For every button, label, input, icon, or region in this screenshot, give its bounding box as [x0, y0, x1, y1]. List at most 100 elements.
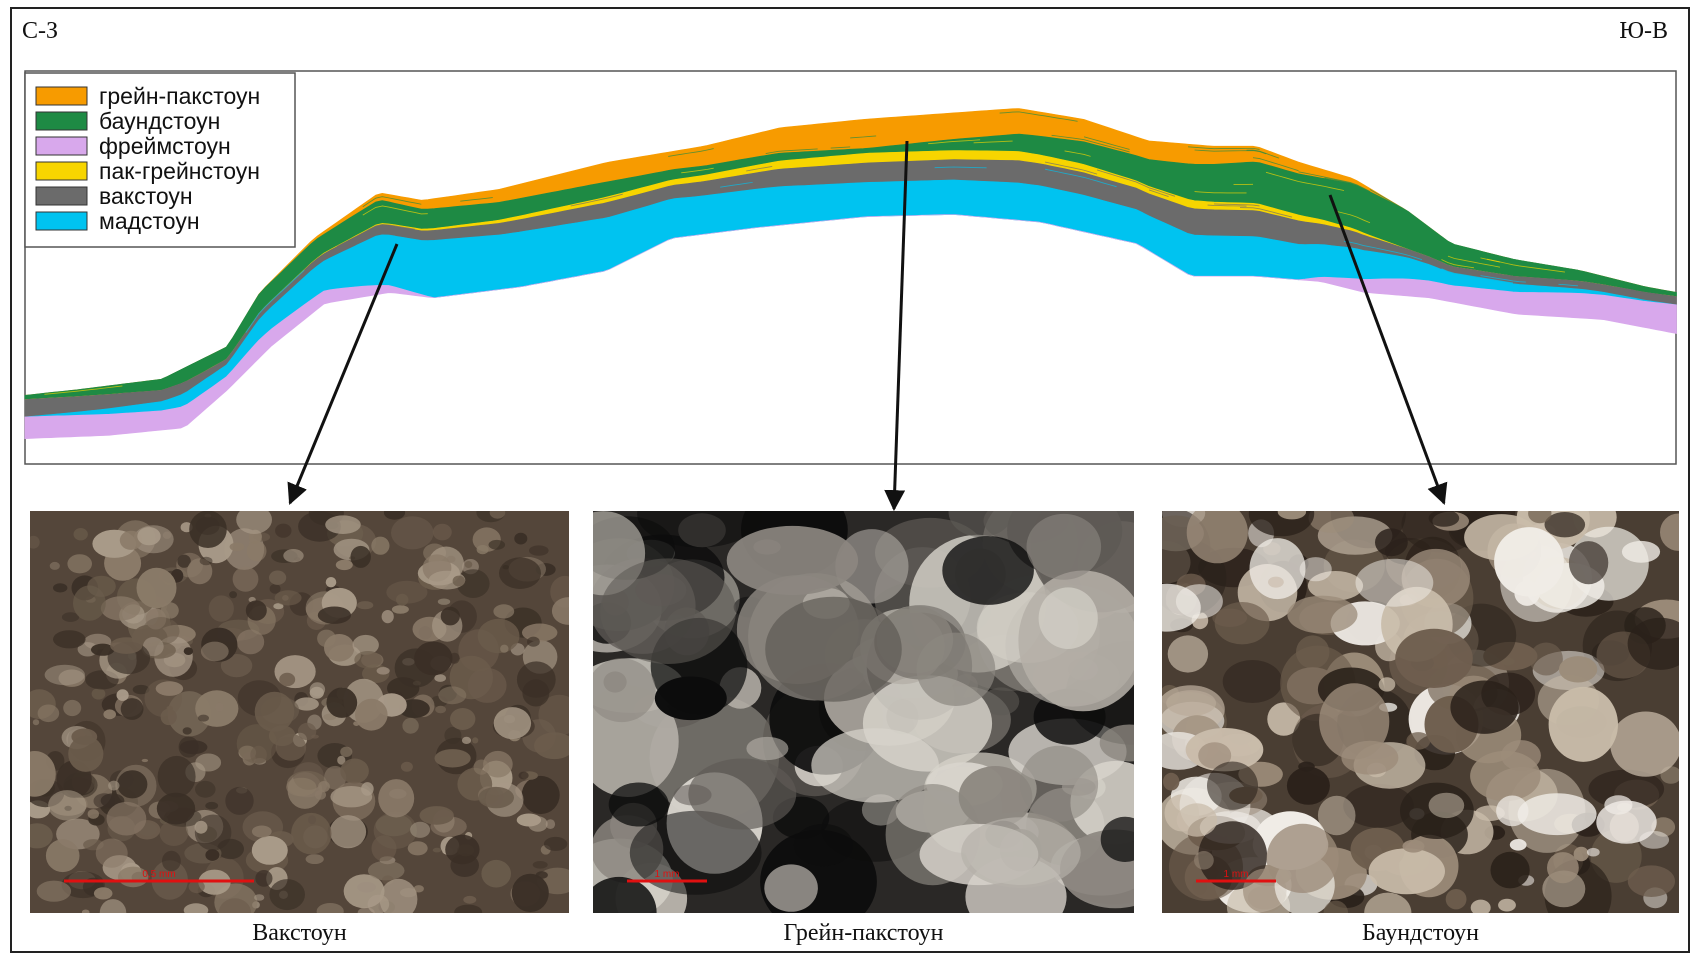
grain [269, 879, 305, 910]
grain [481, 860, 511, 888]
grain [1215, 602, 1270, 644]
grain [351, 546, 371, 568]
grain [37, 881, 71, 902]
grain [1596, 801, 1656, 844]
grain [499, 557, 541, 589]
grain [463, 896, 476, 904]
grain [21, 823, 53, 848]
grain [544, 837, 567, 851]
grain [1403, 840, 1425, 853]
grain [512, 874, 549, 912]
grain [1660, 514, 1697, 551]
grain [100, 899, 127, 927]
scale-label: 1 mm [655, 869, 680, 880]
grain [233, 567, 259, 592]
photos: 0,5 mmВакстоун1 mmГрейн-пакстоун1 mmБаун… [14, 474, 1698, 948]
legend-label: вакстоун [99, 183, 193, 209]
grain [291, 813, 331, 855]
grain [252, 826, 272, 838]
grain [50, 562, 60, 570]
grain [326, 577, 337, 587]
photo [1132, 474, 1698, 934]
grain [609, 783, 669, 827]
grain [519, 772, 529, 780]
grain [1569, 541, 1608, 584]
grain [205, 849, 219, 861]
grain [318, 781, 330, 792]
grain [1547, 852, 1579, 883]
grain [355, 699, 388, 731]
legend-swatch [36, 162, 87, 180]
grain [1287, 596, 1357, 634]
grain [1369, 848, 1445, 894]
grain [493, 604, 514, 618]
grain [270, 584, 281, 594]
grain [92, 688, 106, 699]
grain [727, 526, 858, 595]
grain [103, 709, 116, 719]
grain [1267, 824, 1339, 893]
grain [435, 749, 471, 767]
legend-label: пак-грейнстоун [99, 158, 260, 184]
grain [414, 642, 452, 676]
grain [433, 524, 452, 541]
grain [195, 821, 208, 834]
figure: С-З Ю-В грейн-пакстоунбаундстоунфреймсто… [0, 0, 1698, 956]
grain [283, 549, 303, 562]
grain [1549, 687, 1618, 762]
legend-label: баундстоун [99, 108, 220, 134]
legend-label: фреймстоун [99, 133, 231, 159]
grain [522, 624, 557, 642]
grain [1268, 577, 1284, 588]
grain [189, 511, 227, 548]
grain [552, 597, 586, 625]
grain [581, 877, 656, 948]
grain [1133, 584, 1201, 632]
grain [318, 607, 351, 624]
grain [326, 688, 357, 718]
grain [158, 756, 196, 798]
right-direction: Ю-В [1619, 18, 1668, 44]
grain [279, 673, 295, 687]
grain [1559, 656, 1597, 682]
grain [255, 692, 295, 732]
grain [48, 790, 86, 820]
grain [157, 793, 195, 825]
grain [434, 674, 446, 682]
photo [552, 481, 1198, 948]
grain [1395, 629, 1473, 688]
grain [447, 556, 456, 563]
grain [286, 778, 316, 797]
grain [246, 600, 267, 620]
grain [1187, 502, 1248, 564]
grain [275, 590, 302, 605]
grain [68, 736, 103, 772]
grain [156, 681, 183, 696]
grain [1278, 504, 1306, 519]
grain [1356, 559, 1434, 607]
grain [180, 740, 208, 754]
grain [63, 700, 81, 716]
grain [465, 561, 473, 568]
grain [74, 528, 88, 540]
grain [117, 770, 147, 798]
grain [1494, 527, 1564, 596]
grain [1530, 643, 1563, 676]
grain [330, 786, 372, 807]
grain [420, 806, 454, 825]
grain [527, 637, 540, 647]
grain [500, 645, 508, 653]
grain [380, 879, 418, 920]
grain [330, 815, 366, 848]
grain [371, 537, 389, 555]
grain [1100, 725, 1159, 762]
grain [230, 543, 245, 552]
grain [1628, 618, 1694, 670]
grain [219, 898, 251, 926]
grain [529, 545, 549, 555]
grain [472, 737, 478, 743]
grain [445, 835, 479, 865]
grain [161, 602, 179, 619]
grain [298, 723, 316, 740]
grain [137, 527, 160, 545]
